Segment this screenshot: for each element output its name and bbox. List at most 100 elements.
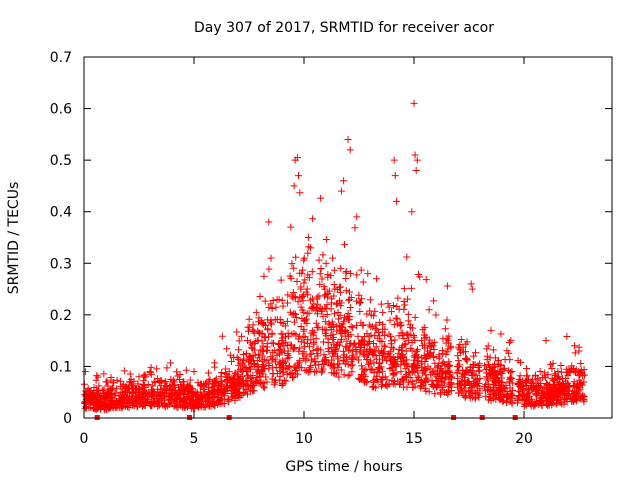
data-point [560,384,568,392]
data-point [331,370,339,378]
data-point [560,395,568,403]
data-point [298,306,306,314]
data-point [342,268,350,276]
data-point [348,351,356,359]
data-point [318,367,326,375]
data-point [153,365,161,373]
data-point [476,374,484,382]
data-point [314,352,322,360]
x-tick-label: 20 [515,431,533,447]
data-point [147,363,155,371]
data-point-peak [135,373,143,381]
data-point [148,394,156,402]
data-point [171,386,179,394]
data-point [414,363,422,371]
data-point [301,366,309,374]
data-point [227,357,235,365]
data-point [484,361,492,369]
data-point [137,394,145,402]
data-point [388,308,396,316]
data-point [381,373,389,381]
data-point [279,360,287,368]
data-point [303,310,311,318]
data-point-peak [390,156,398,164]
data-point [273,296,281,304]
data-point [120,380,128,388]
data-point [355,374,363,382]
data-point [299,266,307,274]
data-point [154,403,162,411]
data-point [353,322,361,330]
data-point [163,392,171,400]
data-point-peak [337,187,345,195]
data-point [498,379,506,387]
y-tick-label: 0.4 [50,205,72,221]
data-point [308,268,316,276]
data-point [539,390,547,398]
data-point [446,373,454,381]
data-point [134,380,142,388]
data-point [342,343,350,351]
data-point [243,366,251,374]
data-point-peak [346,146,354,154]
data-point [405,378,413,386]
data-point [544,371,552,379]
data-point [192,392,200,400]
data-point [277,330,285,338]
data-point-peak [290,182,298,190]
data-point [198,393,206,401]
data-point [455,363,463,371]
data-point [319,312,327,320]
data-point [470,352,478,360]
data-point [92,405,100,413]
data-point [324,271,332,279]
data-point [93,390,101,398]
data-point [481,362,489,370]
data-point [109,384,117,392]
data-point [426,336,434,344]
data-point [371,332,379,340]
data-point [300,291,308,299]
data-point [356,340,364,348]
data-point [390,359,398,367]
data-point [406,373,414,381]
data-point [241,363,249,371]
data-point [344,316,352,324]
data-point [260,356,268,364]
data-point [166,359,174,367]
data-point [409,367,417,375]
data-point [453,369,461,377]
data-point [402,347,410,355]
data-point [437,374,445,382]
data-point [244,381,252,389]
data-point [323,311,331,319]
data-point [305,243,313,251]
data-point [424,350,432,358]
data-point [343,356,351,364]
data-point [211,377,219,385]
data-point [421,341,429,349]
data-point [562,388,570,396]
data-point [213,386,221,394]
data-point-peak [487,326,495,334]
data-point-peak [412,166,420,174]
data-point-peak [146,368,154,376]
data-point [309,303,317,311]
data-point [385,380,393,388]
data-point [320,292,328,300]
data-point [120,389,128,397]
data-point [214,382,222,390]
data-point [430,297,438,305]
data-point [454,357,462,365]
data-point [558,368,566,376]
data-point [383,357,391,365]
data-point [367,323,375,331]
data-point [560,400,568,408]
data-point [336,326,344,334]
data-point [371,347,379,355]
data-point [474,362,482,370]
data-point [403,331,411,339]
data-point [121,384,129,392]
data-point [208,393,216,401]
data-point [272,303,280,311]
